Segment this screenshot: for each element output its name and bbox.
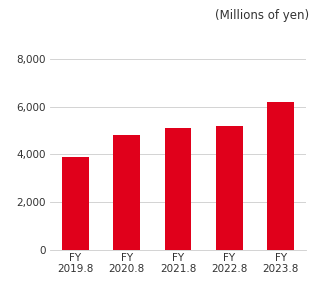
Bar xyxy=(113,135,140,250)
Bar xyxy=(216,126,243,250)
Text: (Millions of yen): (Millions of yen) xyxy=(215,9,309,22)
Bar xyxy=(62,157,89,250)
Bar xyxy=(165,128,191,250)
Bar xyxy=(267,102,294,250)
